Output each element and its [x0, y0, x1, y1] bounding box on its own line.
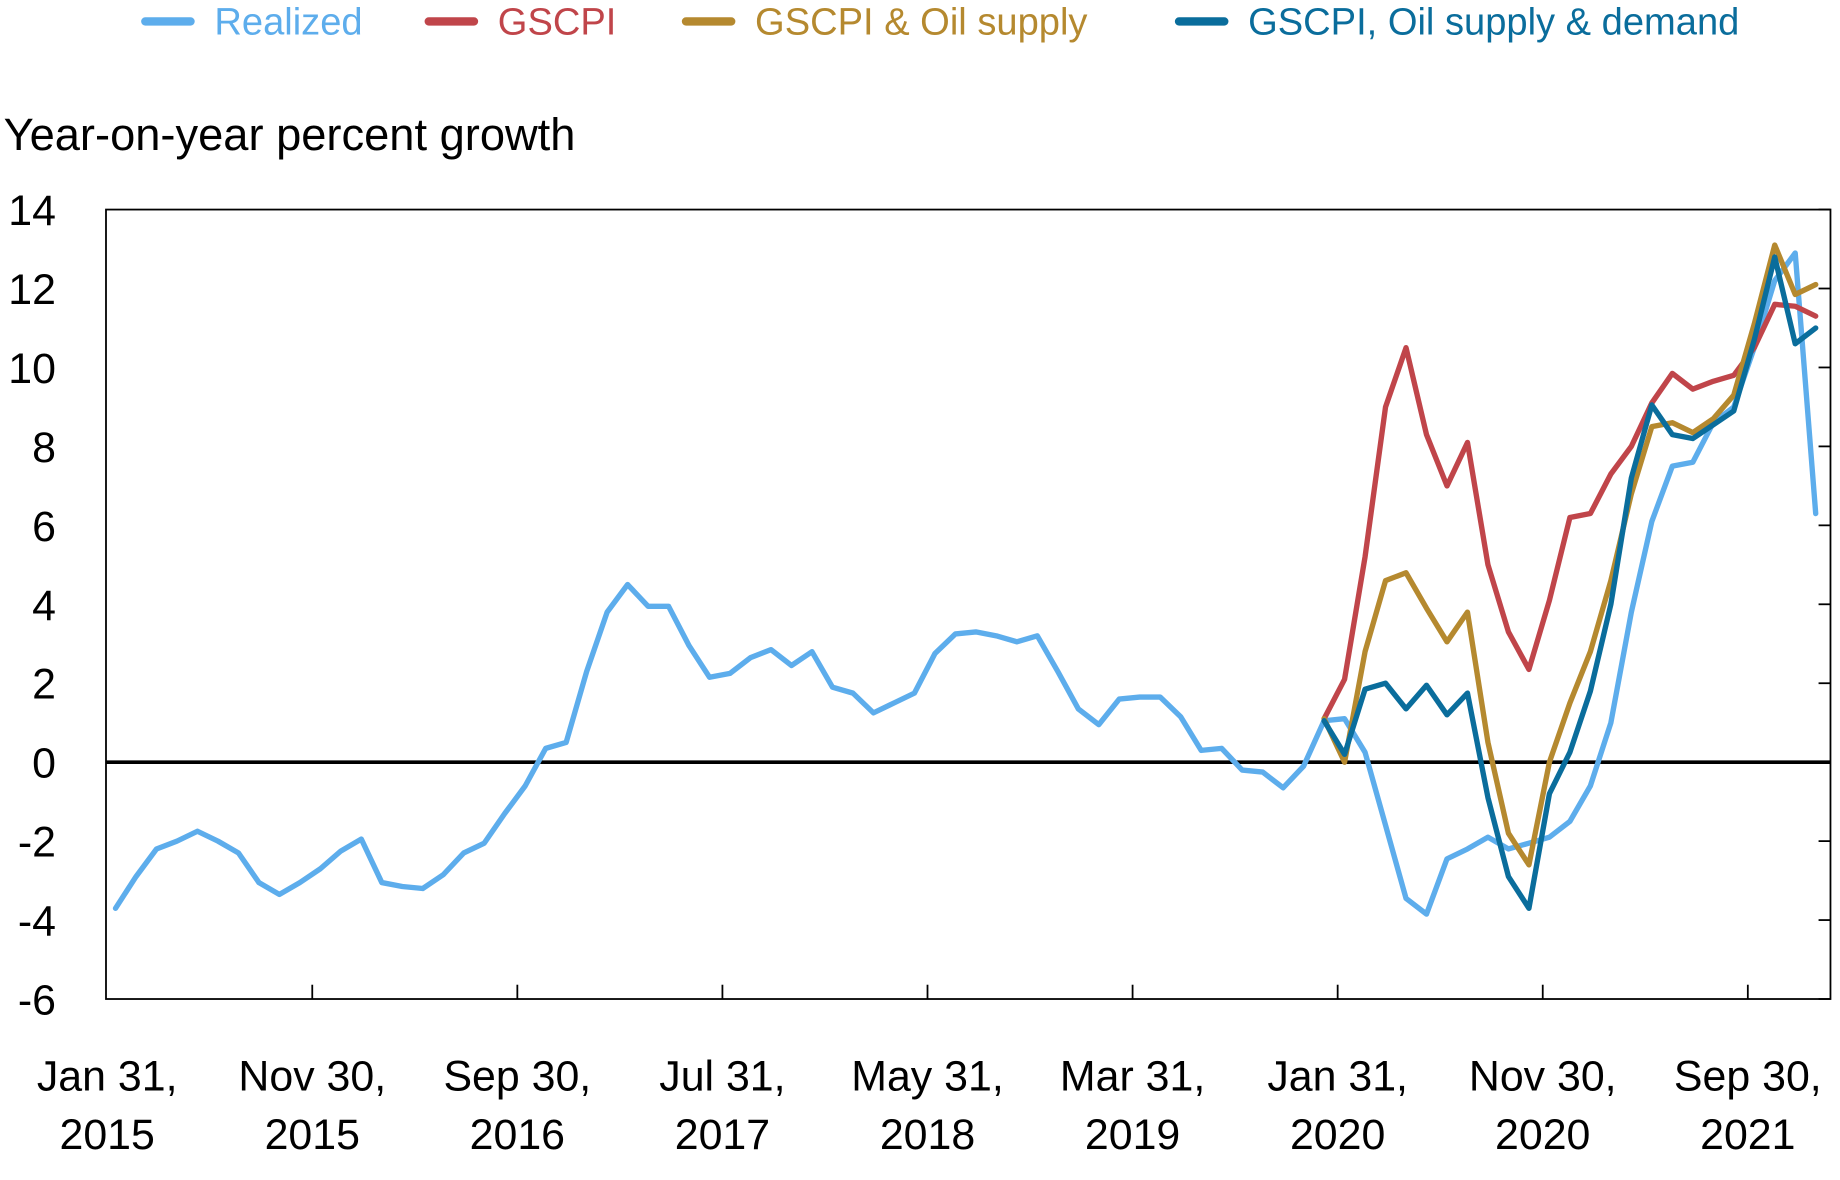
series-lines: [112, 242, 1819, 917]
legend-label: Realized: [214, 2, 362, 44]
x-tick-label-year: 2015: [60, 1111, 155, 1159]
plot-area-frame: [105, 208, 1832, 1000]
x-tick-label-year: 2020: [1290, 1111, 1385, 1159]
x-tick-label: Nov 30,: [1469, 1053, 1617, 1101]
y-axis-label: Year-on-year percent growth: [4, 109, 576, 160]
x-tick-label-year: 2017: [675, 1111, 770, 1159]
x-tick-label-year: 2021: [1700, 1111, 1795, 1159]
x-tick-label-year: 2018: [880, 1111, 975, 1159]
y-tick-label: 0: [32, 740, 56, 788]
x-axis-ticks: Jan 31, 2015 Nov 30, 2015 Sep 30, 2016 Jul 31,…: [37, 984, 1822, 1159]
legend-label: GSCPI & Oil supply: [755, 2, 1087, 44]
x-tick-label-year: 2019: [1085, 1111, 1180, 1159]
x-tick-label-year: 2015: [265, 1111, 360, 1159]
legend-label: GSCPI: [498, 2, 617, 44]
y-tick-label: 4: [32, 582, 56, 630]
y-tick-label: 14: [8, 187, 56, 235]
x-tick-label: Jan 31,: [37, 1053, 178, 1101]
y-tick-label: -2: [18, 819, 56, 867]
x-tick-label-year: 2020: [1495, 1111, 1590, 1159]
x-tick-label: Sep 30,: [1674, 1053, 1822, 1101]
y-axis-ticks: 14 12 10 8 6 4 2 0 -2 -4 -6: [8, 187, 1831, 1024]
y-tick-label: 8: [32, 424, 56, 472]
x-tick-label: Jul 31,: [659, 1053, 785, 1101]
x-tick-label: Jan 31,: [1267, 1053, 1408, 1101]
legend-label: GSCPI, Oil supply & demand: [1248, 2, 1739, 44]
x-tick-label: Sep 30,: [443, 1053, 591, 1101]
x-tick-label-year: 2016: [470, 1111, 565, 1159]
y-tick-label: -4: [18, 898, 56, 946]
x-tick-label: Nov 30,: [238, 1053, 386, 1101]
y-tick-label: 12: [8, 266, 56, 314]
series-line-gscpi-oil-supply: [1321, 242, 1819, 868]
x-tick-label: May 31,: [851, 1053, 1003, 1101]
y-tick-label: 6: [32, 503, 56, 551]
y-tick-label: 2: [32, 661, 56, 709]
legend: Realized GSCPI GSCPI & Oil supply GSCPI, Oi…: [141, 2, 1739, 44]
x-tick-label: Mar 31,: [1060, 1053, 1205, 1101]
series-line-gscpi: [1321, 301, 1819, 722]
y-tick-label: 10: [8, 345, 56, 393]
series-line-realized: [112, 250, 1819, 917]
series-line-gscpi-oil-supply-demand: [1321, 254, 1819, 911]
y-tick-label: -6: [18, 976, 56, 1024]
